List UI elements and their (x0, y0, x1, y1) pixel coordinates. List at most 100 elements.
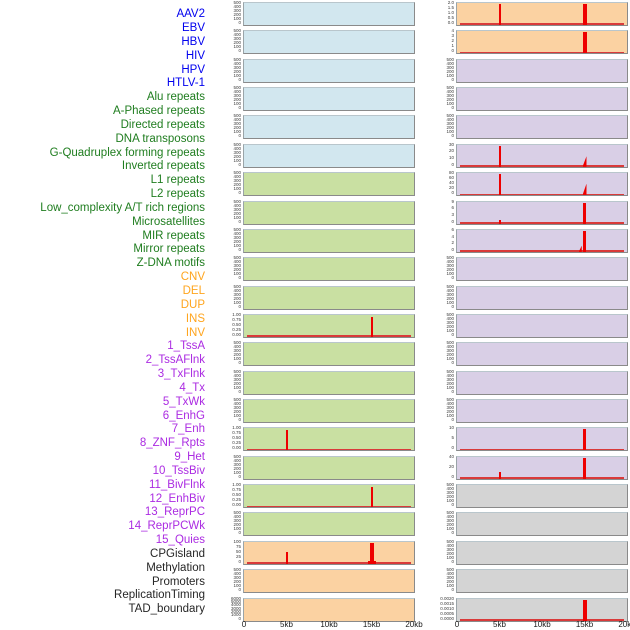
track-plot (243, 370, 415, 395)
y-tick-label: 500 (233, 198, 241, 204)
track-plot (456, 370, 628, 395)
signal-spike (582, 4, 587, 25)
signal-spike (369, 542, 374, 564)
y-tick-label: 500 (233, 368, 241, 374)
y-tick-label: 400 (233, 259, 241, 265)
y-tick-label: 400 (446, 514, 454, 520)
track-label: 6_EnhG (162, 409, 205, 422)
track-label: HTLV-1 (166, 77, 205, 90)
y-tick-label: 100 (446, 72, 454, 78)
y-tick-label: 0.0000 (440, 615, 454, 621)
x-axis-tick: 5kb (493, 620, 506, 629)
y-tick-label: 200 (446, 579, 454, 585)
track-plot (243, 342, 415, 367)
y-tick-label: 200 (233, 40, 241, 46)
y-tick-label: 300 (446, 490, 454, 496)
track-label: A-Phased repeats (112, 105, 205, 118)
y-tick-label: 0 (451, 558, 454, 564)
y-tick-label: 0 (451, 246, 454, 252)
y-tick-label: 500 (233, 28, 241, 34)
y-tick-label: 500 (233, 283, 241, 289)
y-tick-label: 5000 (230, 598, 241, 604)
track-plot (243, 540, 415, 565)
signal-baseline (460, 448, 624, 451)
y-tick-label: 0 (451, 218, 454, 224)
y-tick-label: 500 (233, 0, 241, 5)
y-tick-label: 100 (233, 214, 241, 220)
track-label: DEL (182, 285, 205, 297)
track-label: 7_Enh (171, 423, 205, 436)
y-tick-label: 500 (446, 368, 454, 374)
track-label: Promoters (151, 575, 205, 588)
y-tick-label: 0 (238, 473, 241, 479)
y-tick-label: 400 (233, 514, 241, 520)
track-plot (456, 87, 628, 112)
y-tick-label: 500 (446, 538, 454, 544)
y-tick-label: 100 (233, 186, 241, 192)
y-tick-label: 0 (238, 615, 241, 621)
y-tick-label: 300 (446, 93, 454, 99)
y-tick-label: 1000 (230, 612, 241, 618)
y-tick-label: 500 (446, 340, 454, 346)
y-tick-label: 100 (446, 356, 454, 362)
track-label: Mirror repeats (133, 243, 205, 256)
track-label: Microsatellites (132, 215, 205, 228)
y-tick-label: 300 (233, 8, 241, 13)
track-plot (243, 87, 415, 112)
signal-baseline (460, 250, 624, 252)
y-tick-label: 400 (233, 60, 241, 66)
track-label: HPV (181, 63, 205, 76)
y-tick-label: 200 (446, 352, 454, 358)
y-tick-label: 0 (238, 48, 241, 54)
y-tick-label: 400 (233, 174, 241, 180)
y-tick-label: 100 (233, 129, 241, 135)
y-tick-label: 300 (446, 405, 454, 411)
y-tick-label: 300 (233, 518, 241, 524)
y-tick-label: 500 (233, 141, 241, 147)
y-tick-label: 400 (446, 344, 454, 350)
y-tick-label: 10 (448, 155, 454, 161)
x-axis-tick: 0 (454, 620, 460, 629)
signal-spike (582, 32, 587, 54)
y-tick-label: 200 (446, 550, 454, 556)
track-label: INV (185, 326, 205, 339)
y-tick-label: 0 (451, 473, 454, 479)
y-tick-label: 200 (233, 12, 241, 17)
x-axis-tick: 15kb (362, 620, 381, 629)
track-plot (243, 597, 415, 622)
y-tick-label: 100 (446, 583, 454, 589)
y-tick-label: 0 (238, 360, 241, 366)
y-tick-label: 400 (446, 542, 454, 548)
y-tick-label: 0.00 (232, 445, 241, 451)
track-plot (243, 115, 415, 140)
track-plot (456, 399, 628, 424)
y-tick-label: 0 (238, 558, 241, 564)
y-tick-label: 200 (233, 465, 241, 471)
track-plot (456, 143, 628, 168)
signal-spike (498, 472, 501, 479)
y-tick-label: 0 (451, 303, 454, 309)
y-tick-label: 3 (451, 33, 454, 39)
y-tick-label: 20 (448, 148, 454, 154)
y-tick-label: 0.0 (447, 20, 454, 25)
signal-baseline (247, 335, 411, 337)
signal-spike (498, 145, 501, 167)
track-plot (456, 597, 628, 622)
y-tick-label: 400 (233, 230, 241, 236)
y-tick-label: 0 (238, 133, 241, 139)
y-tick-label: 400 (446, 315, 454, 321)
y-tick-label: 0.25 (232, 440, 241, 446)
y-tick-label: 200 (233, 125, 241, 131)
y-tick-label: 500 (233, 85, 241, 91)
y-tick-label: 100 (233, 526, 241, 532)
signal-spike (583, 457, 586, 479)
y-tick-label: 500 (233, 340, 241, 346)
y-tick-label: 400 (233, 571, 241, 577)
track-label: ReplicationTiming (114, 589, 205, 602)
y-tick-label: 300 (233, 376, 241, 382)
y-tick-label: 500 (233, 255, 241, 261)
track-plot (243, 427, 415, 452)
track-plot (456, 427, 628, 452)
y-tick-label: 500 (446, 56, 454, 62)
